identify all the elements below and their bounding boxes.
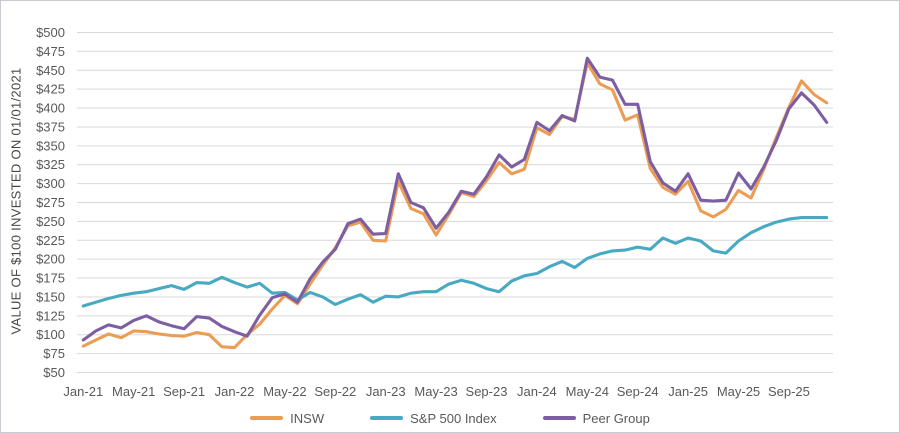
y-tick-label: $475 xyxy=(36,44,65,59)
legend-label-insw: INSW xyxy=(290,410,325,426)
legend-item-peer-group: Peer Group xyxy=(542,410,650,426)
legend-label-peer-group: Peer Group xyxy=(582,410,650,426)
x-tick-label: Sep-25 xyxy=(768,384,810,399)
x-tick-label: May-25 xyxy=(717,384,760,399)
x-tick-label: Sep-23 xyxy=(466,384,508,399)
x-tick-label: Jan-24 xyxy=(517,384,557,399)
x-tick-label: Sep-22 xyxy=(314,384,356,399)
x-tick-label: Jan-21 xyxy=(63,384,103,399)
y-tick-label: $300 xyxy=(36,176,65,191)
y-tick-label: $375 xyxy=(36,119,65,134)
y-axis-title: VALUE OF $100 INVESTED ON 01/01/2021 xyxy=(8,67,24,335)
series-line-s-p-500-index xyxy=(81,216,829,308)
y-tick-label: $450 xyxy=(36,63,65,78)
x-tick-label: Jan-22 xyxy=(215,384,255,399)
x-tick-label: Jan-23 xyxy=(366,384,406,399)
series-line-peer-group xyxy=(81,56,829,342)
x-tick-label: May-23 xyxy=(414,384,457,399)
y-tick-label: $325 xyxy=(36,157,65,172)
legend-item-s-p-500-index: S&P 500 Index xyxy=(370,411,497,426)
y-tick-label: $100 xyxy=(36,327,65,342)
x-tick-label: Jan-25 xyxy=(668,384,708,399)
legend-label-s-p-500-index: S&P 500 Index xyxy=(410,410,497,426)
x-tick-label: Sep-21 xyxy=(163,384,205,399)
chart-legend: INSW S&P 500 Index Peer Group xyxy=(0,406,900,430)
x-tick-label: May-24 xyxy=(566,384,609,399)
y-tick-label: $175 xyxy=(36,271,65,286)
legend-swatch-s-p-500-index xyxy=(370,416,404,420)
y-tick-label: $350 xyxy=(36,138,65,153)
y-tick-label: $75 xyxy=(43,346,65,361)
y-tick-label: $200 xyxy=(36,252,65,267)
y-tick-label: $150 xyxy=(36,289,65,304)
y-tick-label: $50 xyxy=(43,365,65,380)
y-tick-label: $275 xyxy=(36,195,65,210)
x-tick-label: May-21 xyxy=(112,384,155,399)
y-tick-label: $425 xyxy=(36,82,65,97)
series-line-insw xyxy=(81,61,829,350)
x-tick-label: May-22 xyxy=(263,384,306,399)
y-tick-label: $250 xyxy=(36,214,65,229)
y-tick-label: $225 xyxy=(36,233,65,248)
y-tick-label: $400 xyxy=(36,101,65,116)
y-tick-label: $125 xyxy=(36,308,65,323)
x-tick-label: Sep-24 xyxy=(617,384,659,399)
legend-swatch-insw xyxy=(250,416,284,420)
legend-swatch-peer-group xyxy=(542,416,576,420)
y-tick-label: $500 xyxy=(36,25,65,40)
legend-item-insw: INSW xyxy=(250,411,324,426)
